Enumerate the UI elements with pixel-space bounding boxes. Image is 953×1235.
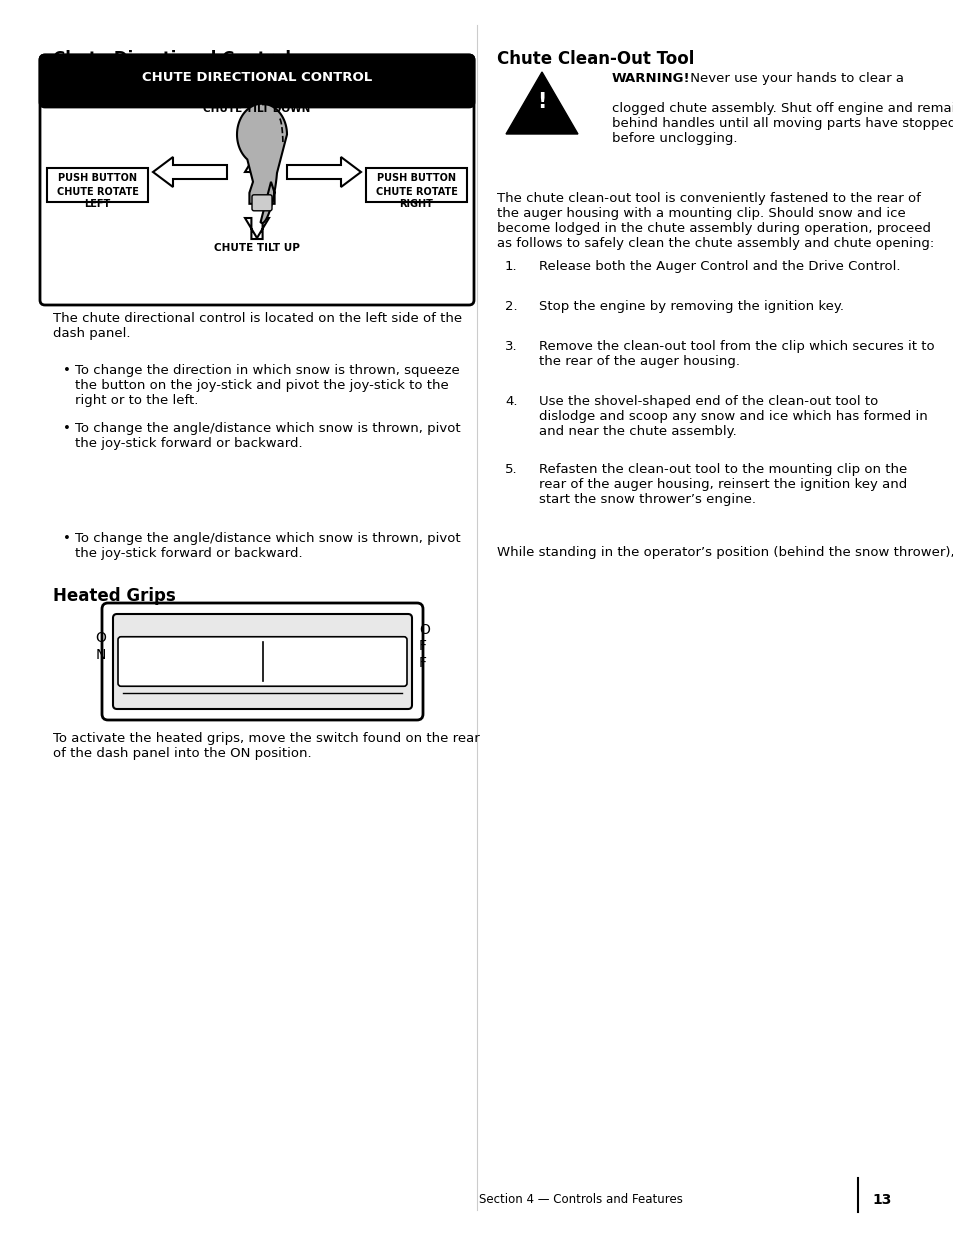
Text: 1.: 1. [504, 261, 517, 273]
Text: CHUTE ROTATE
RIGHT: CHUTE ROTATE RIGHT [375, 186, 456, 209]
Text: PUSH BUTTON: PUSH BUTTON [58, 173, 137, 183]
Text: Use the shovel-shaped end of the clean-out tool to
dislodge and scoop any snow a: Use the shovel-shaped end of the clean-o… [538, 395, 926, 438]
Text: 2.: 2. [504, 300, 517, 312]
Text: While standing in the operator’s position (behind the snow thrower), engage the : While standing in the operator’s positio… [497, 546, 953, 559]
PathPatch shape [245, 219, 269, 240]
Text: Section 4 — Controls and Features: Section 4 — Controls and Features [478, 1193, 682, 1207]
FancyBboxPatch shape [366, 168, 467, 203]
Text: Never use your hands to clear a: Never use your hands to clear a [685, 72, 903, 85]
FancyBboxPatch shape [102, 603, 422, 720]
Text: O
N: O N [95, 631, 106, 662]
Text: To change the angle/distance which snow is thrown, pivot
the joy-stick forward o: To change the angle/distance which snow … [75, 422, 460, 450]
FancyBboxPatch shape [47, 168, 148, 203]
Text: The chute directional control is located on the left side of the
dash panel.: The chute directional control is located… [53, 312, 461, 340]
Text: 5.: 5. [504, 463, 517, 475]
Text: Chute Directional Control: Chute Directional Control [53, 49, 291, 68]
Text: CHUTE DIRECTIONAL CONTROL: CHUTE DIRECTIONAL CONTROL [142, 70, 372, 84]
Text: CHUTE TILT UP: CHUTE TILT UP [213, 243, 299, 253]
Polygon shape [505, 72, 578, 135]
Text: WARNING!: WARNING! [612, 72, 690, 85]
Text: clogged chute assembly. Shut off engine and remain
behind handles until all movi: clogged chute assembly. Shut off engine … [612, 103, 953, 144]
Text: To change the angle/distance which snow is thrown, pivot
the joy-stick forward o: To change the angle/distance which snow … [75, 532, 460, 559]
Text: Release both the Auger Control and the Drive Control.: Release both the Auger Control and the D… [538, 261, 900, 273]
Text: •: • [63, 364, 71, 377]
Text: To activate the heated grips, move the switch found on the rear
of the dash pane: To activate the heated grips, move the s… [53, 732, 479, 760]
PathPatch shape [152, 157, 227, 186]
Text: •: • [63, 532, 71, 545]
Text: Refasten the clean-out tool to the mounting clip on the
rear of the auger housin: Refasten the clean-out tool to the mount… [538, 463, 906, 506]
Text: Stop the engine by removing the ignition key.: Stop the engine by removing the ignition… [538, 300, 843, 312]
Text: O
F
F: O F F [418, 624, 430, 669]
Text: Chute Clean-Out Tool: Chute Clean-Out Tool [497, 49, 694, 68]
Text: Heated Grips: Heated Grips [53, 587, 175, 605]
Text: 13: 13 [871, 1193, 890, 1207]
Text: Remove the clean-out tool from the clip which secures it to
the rear of the auge: Remove the clean-out tool from the clip … [538, 340, 934, 368]
Text: The chute clean-out tool is conveniently fastened to the rear of
the auger housi: The chute clean-out tool is conveniently… [497, 191, 933, 249]
FancyBboxPatch shape [252, 195, 272, 211]
Text: To change the direction in which snow is thrown, squeeze
the button on the joy-s: To change the direction in which snow is… [75, 364, 459, 408]
Text: 3.: 3. [504, 340, 517, 353]
Text: !: ! [537, 93, 546, 112]
Text: PUSH BUTTON: PUSH BUTTON [376, 173, 456, 183]
PathPatch shape [236, 104, 287, 224]
PathPatch shape [245, 143, 269, 172]
Text: •: • [63, 422, 71, 435]
FancyBboxPatch shape [112, 614, 412, 709]
Text: 4.: 4. [504, 395, 517, 408]
Text: CHUTE TILT DOWN: CHUTE TILT DOWN [203, 104, 311, 114]
FancyBboxPatch shape [118, 637, 407, 687]
FancyBboxPatch shape [40, 56, 474, 107]
PathPatch shape [287, 157, 360, 186]
FancyBboxPatch shape [40, 56, 474, 305]
Text: CHUTE ROTATE
LEFT: CHUTE ROTATE LEFT [56, 186, 138, 209]
